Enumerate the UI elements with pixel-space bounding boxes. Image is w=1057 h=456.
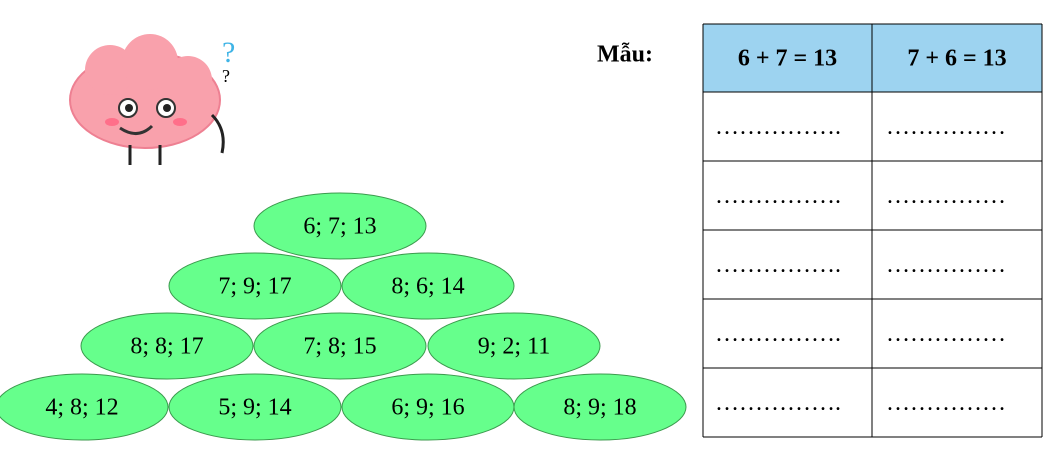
oval: [253, 312, 427, 380]
brain-icon: ? ?: [69, 34, 235, 165]
answer-dots: …………….: [715, 390, 841, 416]
oval: [427, 312, 601, 380]
answer-dots: ……………: [886, 390, 1006, 416]
oval-label: 4; 8; 12: [45, 395, 118, 421]
oval: [80, 312, 254, 380]
answer-dots: …………….: [715, 183, 841, 209]
oval-label: 6; 9; 16: [391, 395, 464, 421]
answer-table: 6 + 7 = 13 7 + 6 = 13 ……………. …………… ……………. …………: [702, 23, 1043, 438]
oval: [168, 373, 342, 441]
header-cell: 6 + 7 = 13: [738, 46, 837, 72]
oval: [341, 252, 515, 320]
oval: [168, 252, 342, 320]
svg-text:?: ?: [222, 36, 235, 69]
oval-label: 8; 6; 14: [391, 274, 464, 300]
oval-pyramid: 6; 7; 13 7; 9; 17 8; 6; 14 8; 8; 17 7; 8; 15…: [0, 192, 687, 441]
oval-label: 7; 9; 17: [218, 274, 291, 300]
oval-label: 5; 9; 14: [218, 395, 291, 421]
oval-label: 9; 2; 11: [478, 334, 550, 360]
answer-dots: …………….: [715, 114, 841, 140]
answer-dots: ……………: [886, 183, 1006, 209]
oval: [253, 192, 427, 260]
sample-label: Mẫu:: [597, 42, 653, 68]
answer-dots: ……………: [886, 114, 1006, 140]
oval: [513, 373, 687, 441]
oval: [0, 373, 169, 441]
oval-label: 7; 8; 15: [303, 334, 376, 360]
answer-dots: …………….: [715, 252, 841, 278]
answer-dots: …………….: [715, 321, 841, 347]
svg-text:?: ?: [222, 66, 230, 86]
header-cell: 7 + 6 = 13: [907, 46, 1006, 72]
answer-dots: ……………: [886, 252, 1006, 278]
oval-label: 6; 7; 13: [303, 214, 376, 240]
oval-label: 8; 8; 17: [130, 334, 203, 360]
oval-label: 8; 9; 18: [563, 395, 636, 421]
answer-dots: ……………: [886, 321, 1006, 347]
